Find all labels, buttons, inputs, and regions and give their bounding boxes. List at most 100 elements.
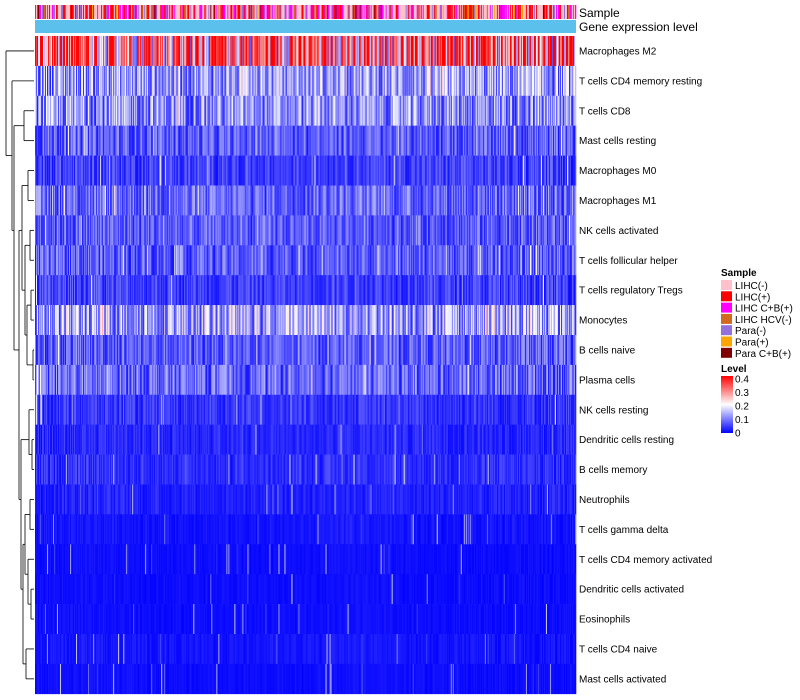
heatmap-cell [95, 65, 97, 97]
heatmap-cell [182, 155, 184, 186]
heatmap-cell [524, 95, 527, 126]
sample-annotation-cell [97, 5, 99, 19]
heatmap-cell [35, 36, 37, 67]
heatmap-cell [58, 95, 60, 126]
heatmap-cell [187, 95, 189, 126]
heatmap-cell [283, 125, 285, 156]
heatmap-cell [397, 185, 399, 216]
heatmap-cell [523, 125, 526, 156]
heatmap-cell [229, 185, 231, 216]
heatmap-cell [119, 125, 121, 156]
heatmap-cell [541, 95, 544, 126]
heatmap-cell [570, 125, 573, 156]
sample-annotation-cell [264, 5, 266, 19]
sample-annotation-cell [316, 5, 318, 19]
heatmap-cell [257, 65, 259, 97]
heatmap-cell [531, 65, 534, 97]
sample-annotation-cell [190, 5, 192, 19]
heatmap-cell [266, 185, 268, 216]
heatmap-cell [380, 65, 382, 97]
heatmap-cell [361, 125, 363, 156]
heatmap-cell [184, 185, 186, 216]
heatmap-cell [360, 185, 362, 216]
heatmap-cell [157, 65, 159, 97]
heatmap-cell [407, 125, 409, 156]
heatmap-cell [312, 155, 314, 186]
heatmap-cell [272, 155, 274, 186]
sample-annotation-cell [192, 5, 194, 19]
heatmap-cell [197, 65, 199, 97]
sample-annotation-cell [520, 5, 523, 19]
heatmap-cell [308, 95, 310, 126]
heatmap-cell [113, 185, 115, 216]
heatmap-cell [354, 65, 356, 97]
heatmap-cell [225, 185, 227, 216]
heatmap-cell [365, 185, 367, 216]
heatmap-cell [267, 36, 269, 67]
heatmap-cell [343, 95, 345, 126]
sample-annotation-cell [572, 5, 575, 19]
heatmap-cell [479, 125, 482, 156]
sample-annotation-cell [479, 5, 482, 19]
heatmap-cell [44, 155, 46, 186]
heatmap-cell [164, 65, 166, 97]
sample-annotation-cell [418, 5, 421, 19]
heatmap-cell [220, 65, 222, 97]
sample-annotation-cell [117, 5, 119, 19]
heatmap-cell [487, 155, 490, 186]
sample-annotation-cell [146, 5, 148, 19]
sample-annotation-cell [521, 5, 524, 19]
heatmap-cell [364, 95, 366, 126]
heatmap-cell [496, 95, 499, 126]
heatmap-cell [573, 65, 576, 97]
sample-annotation-cell [212, 5, 214, 19]
heatmap-cell [401, 95, 403, 126]
sample-annotation-cell [541, 5, 544, 19]
sample-annotation-cell [428, 5, 431, 19]
heatmap-cell [37, 95, 39, 126]
heatmap-cell [157, 95, 159, 126]
sample-annotation-cell [560, 5, 563, 19]
sample-annotation-cell [315, 5, 317, 19]
heatmap-cell [236, 155, 238, 186]
heatmap-cell [496, 185, 499, 216]
heatmap-cell [122, 36, 124, 67]
sample-annotation-cell [215, 5, 217, 19]
heatmap-cell [568, 125, 571, 156]
heatmap-cell [275, 36, 277, 67]
heatmap-cell [221, 65, 223, 97]
heatmap-cell [275, 125, 277, 156]
sample-annotation-cell [449, 5, 452, 19]
heatmap-cell [313, 95, 315, 126]
heatmap-cell [101, 155, 103, 186]
heatmap-cell [54, 185, 56, 216]
heatmap-cell [539, 155, 542, 186]
heatmap-cell [532, 155, 535, 186]
heatmap-cell [218, 65, 220, 97]
heatmap-cell [413, 65, 416, 97]
heatmap-cell [433, 36, 436, 67]
sample-annotation-cell [555, 5, 558, 19]
sample-annotation-cell [551, 5, 554, 19]
heatmap-cell [546, 65, 549, 97]
sample-annotation-cell [55, 5, 57, 19]
heatmap-cell [165, 65, 167, 97]
heatmap-cell [228, 185, 230, 216]
sample-annotation-cell [298, 5, 300, 19]
heatmap-cell [388, 185, 390, 216]
heatmap-cell [394, 125, 396, 156]
sample-annotation-cell [135, 5, 137, 19]
heatmap-cell [334, 125, 336, 156]
heatmap-cell [128, 185, 130, 216]
heatmap-cell [324, 185, 326, 216]
heatmap-cell [439, 185, 442, 216]
sample-annotation-cell [507, 5, 510, 19]
heatmap-cell [182, 36, 184, 67]
heatmap-cell [304, 65, 306, 97]
sample-annotation-cell [251, 5, 253, 19]
heatmap-cell [559, 155, 562, 186]
heatmap-cell [498, 95, 501, 126]
heatmap-cell [300, 155, 302, 186]
heatmap-cell [431, 155, 434, 186]
heatmap-cell [508, 155, 511, 186]
